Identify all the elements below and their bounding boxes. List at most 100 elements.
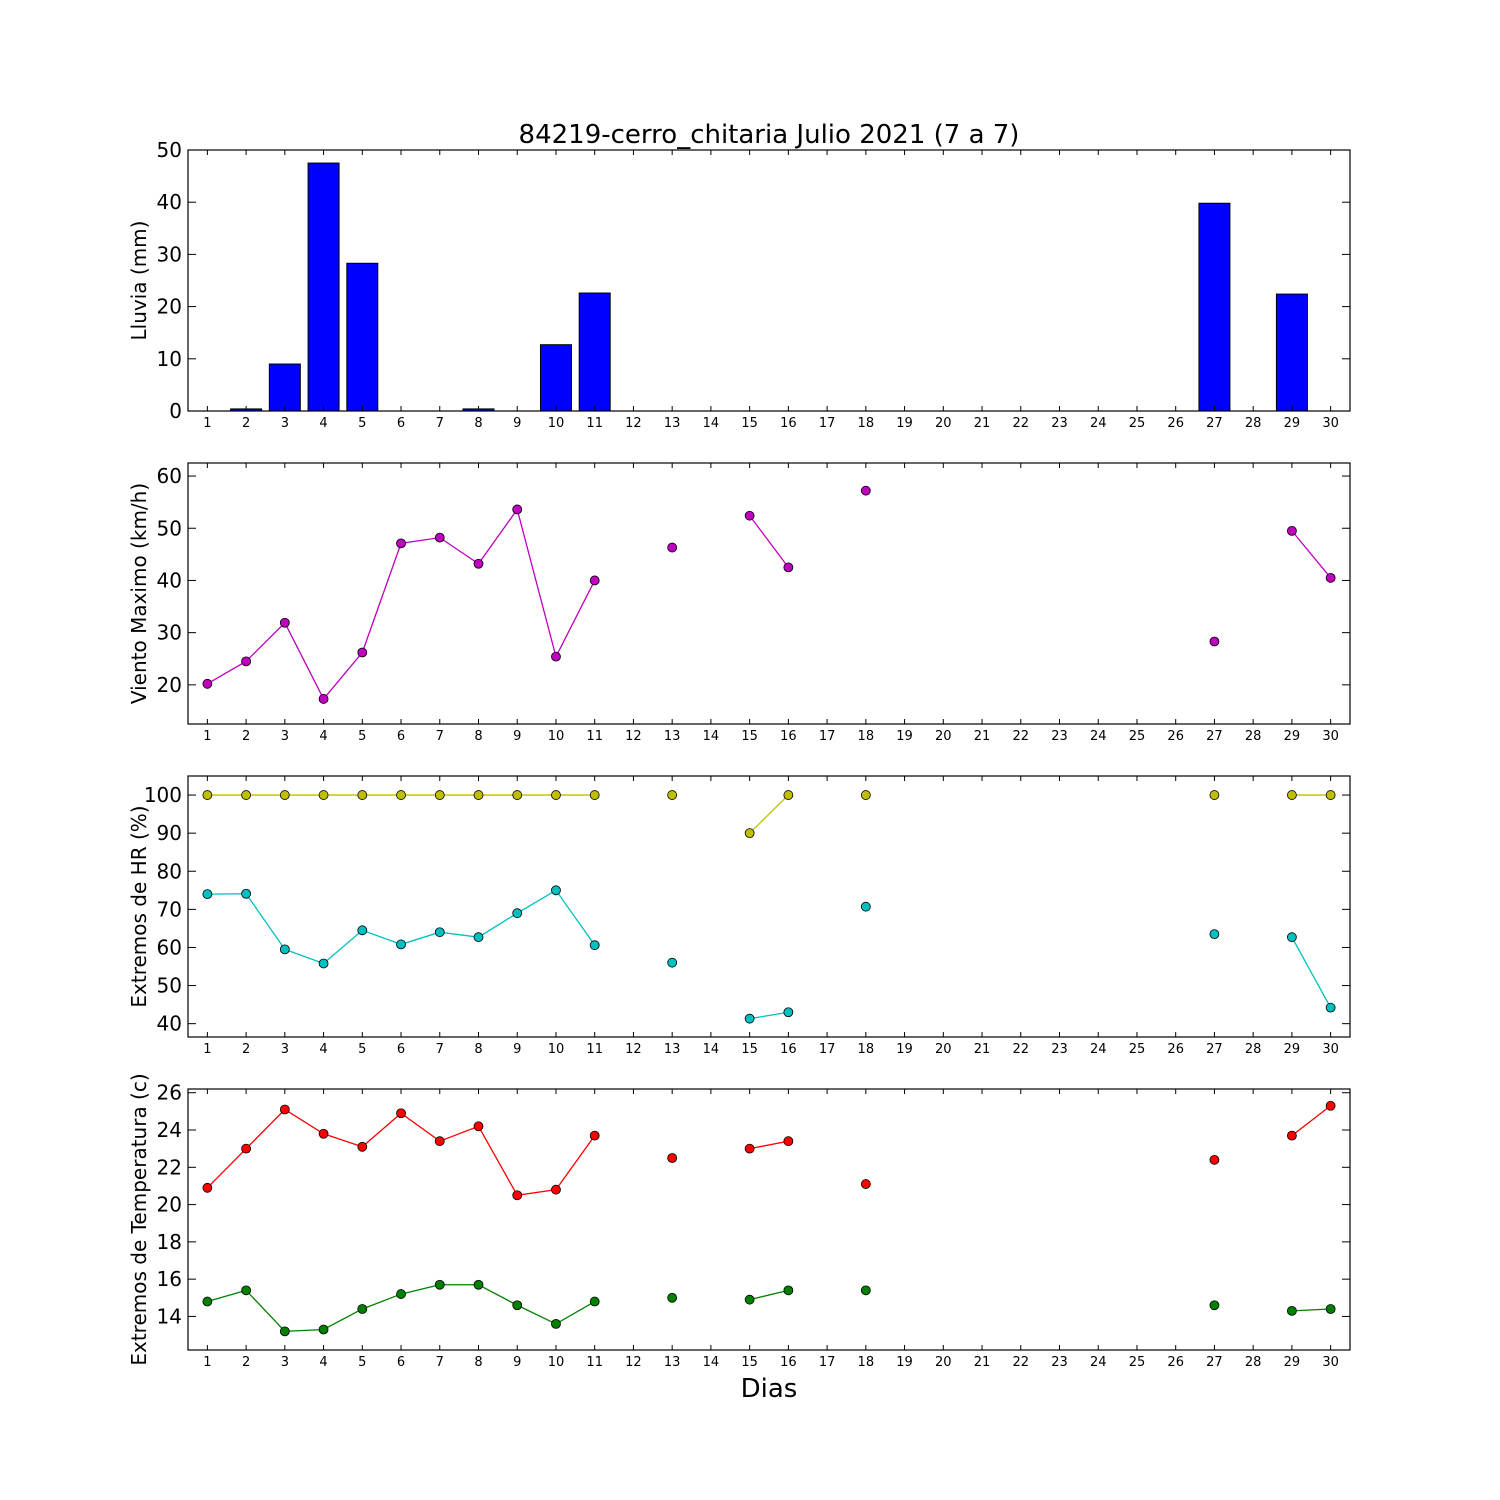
- y-tick-label: 70: [157, 897, 182, 921]
- point-s2-day-18: [860, 901, 871, 912]
- point-s1-day-15: [744, 828, 755, 839]
- x-tick-label: 28: [1245, 1355, 1262, 1370]
- x-tick-label: 15: [741, 1042, 758, 1057]
- x-tick-label: 22: [1012, 416, 1029, 431]
- point-s2-day-16: [783, 1007, 794, 1018]
- x-tick-label: 20: [935, 1042, 952, 1057]
- x-tick-label: 13: [664, 729, 681, 744]
- x-tick-label: 9: [513, 1355, 521, 1370]
- x-tick-label: 2: [242, 729, 250, 744]
- point-s1-day-18: [860, 1179, 871, 1189]
- x-tick-label: 12: [625, 416, 642, 431]
- x-tick-label: 19: [896, 729, 913, 744]
- x-tick-label: 17: [819, 416, 836, 431]
- x-tick-label: 20: [935, 416, 952, 431]
- x-axis-label: Dias: [741, 1374, 798, 1404]
- point-s2-day-13: [667, 957, 678, 968]
- x-tick-label: 30: [1322, 1042, 1339, 1057]
- y-axis-label-3: Extremos de HR (%): [127, 805, 151, 1007]
- y-tick-label: 20: [157, 673, 182, 697]
- x-tick-label: 28: [1245, 1042, 1262, 1057]
- point-s2-day-7: [434, 927, 445, 938]
- y-tick-label: 40: [157, 1012, 182, 1036]
- y-tick-label: 14: [157, 1304, 182, 1328]
- x-tick-label: 11: [586, 1042, 603, 1057]
- x-tick-label: 3: [281, 729, 289, 744]
- y-tick-label: 50: [157, 138, 182, 162]
- point-s2-day-15: [744, 1013, 755, 1024]
- series-1-line: [749, 794, 789, 834]
- point-s2-day-3: [279, 1326, 290, 1337]
- point-s2-day-18: [860, 1285, 871, 1296]
- x-tick-label: 1: [203, 416, 211, 431]
- y-tick-label: 60: [157, 464, 182, 488]
- y-tick-label: 24: [157, 1118, 182, 1142]
- panel-1: Lluvia (mm)1 2 3 4 5 6 7 8 9 10 11 12 13 14 15 16 17 18 19…: [127, 138, 1351, 431]
- x-tick-label: 21: [974, 729, 991, 744]
- y-axis-label-4: Extremos de Temperatura (c): [127, 1073, 151, 1365]
- plot-frame-2: [187, 462, 1351, 725]
- x-tick-label: 17: [819, 1042, 836, 1057]
- point-s2-day-29: [1287, 932, 1297, 943]
- point-s2-day-30: [1325, 1002, 1336, 1013]
- point-s1-day-29: [1287, 790, 1297, 800]
- x-tick-label: 26: [1167, 729, 1184, 744]
- x-tick-label: 27: [1206, 729, 1223, 744]
- point-s1-day-27: [1209, 790, 1220, 800]
- x-tick-label: 21: [974, 1042, 991, 1057]
- x-tick-label: 10: [548, 416, 565, 431]
- series-2-line: [1291, 936, 1332, 1008]
- x-tick-label: 11: [586, 729, 603, 744]
- x-tick-label: 5: [358, 729, 366, 744]
- x-tick-label: 13: [664, 1355, 681, 1370]
- point-s2-day-4: [318, 1324, 329, 1335]
- point-s1-day-11: [589, 790, 600, 800]
- point-s1-day-15: [744, 510, 755, 521]
- point-s1-day-2: [241, 656, 252, 667]
- series-2-line: [1291, 1308, 1331, 1312]
- bar-day-3: [268, 363, 301, 412]
- x-tick-label: 8: [474, 1355, 482, 1370]
- x-tick-label: 17: [819, 1355, 836, 1370]
- point-s1-day-4: [318, 790, 329, 800]
- point-s2-day-7: [434, 1279, 445, 1290]
- x-tick-label: 5: [358, 416, 366, 431]
- x-tick-label: 1: [203, 729, 211, 744]
- plot-frame-4: [187, 1088, 1351, 1351]
- y-tick-label: 60: [157, 935, 182, 959]
- point-s2-day-5: [357, 1304, 368, 1314]
- plot-frame-1: [187, 149, 1351, 412]
- point-s2-day-10: [551, 885, 561, 896]
- x-tick-label: 25: [1129, 729, 1146, 744]
- x-tick-label: 6: [397, 729, 405, 744]
- x-tick-label: 27: [1206, 1042, 1223, 1057]
- point-s1-day-5: [357, 1141, 368, 1152]
- x-tick-label: 14: [703, 729, 720, 744]
- x-tick-label: 30: [1322, 729, 1339, 744]
- x-tick-label: 19: [896, 1355, 913, 1370]
- point-s2-day-3: [279, 944, 290, 955]
- point-s1-day-9: [512, 790, 523, 800]
- x-tick-label: 14: [703, 1355, 720, 1370]
- point-s1-day-18: [860, 790, 871, 800]
- y-tick-label: 40: [157, 190, 182, 214]
- point-s1-day-2: [241, 790, 252, 800]
- x-tick-label: 30: [1322, 1355, 1339, 1370]
- point-s1-day-16: [783, 562, 794, 573]
- x-tick-label: 12: [625, 1042, 642, 1057]
- x-tick-label: 8: [474, 729, 482, 744]
- point-s1-day-13: [667, 542, 678, 553]
- x-tick-label: 6: [397, 1042, 405, 1057]
- bar-day-4: [307, 162, 340, 412]
- point-s2-day-2: [241, 1285, 252, 1296]
- point-s2-day-13: [667, 1292, 678, 1303]
- point-s1-day-11: [589, 575, 600, 586]
- x-tick-label: 12: [625, 1355, 642, 1370]
- point-s2-day-27: [1209, 1300, 1220, 1311]
- x-tick-label: 10: [548, 1355, 565, 1370]
- x-tick-label: 9: [513, 729, 521, 744]
- x-tick-label: 19: [896, 1042, 913, 1057]
- point-s2-day-8: [473, 932, 484, 943]
- point-s1-day-6: [396, 790, 406, 800]
